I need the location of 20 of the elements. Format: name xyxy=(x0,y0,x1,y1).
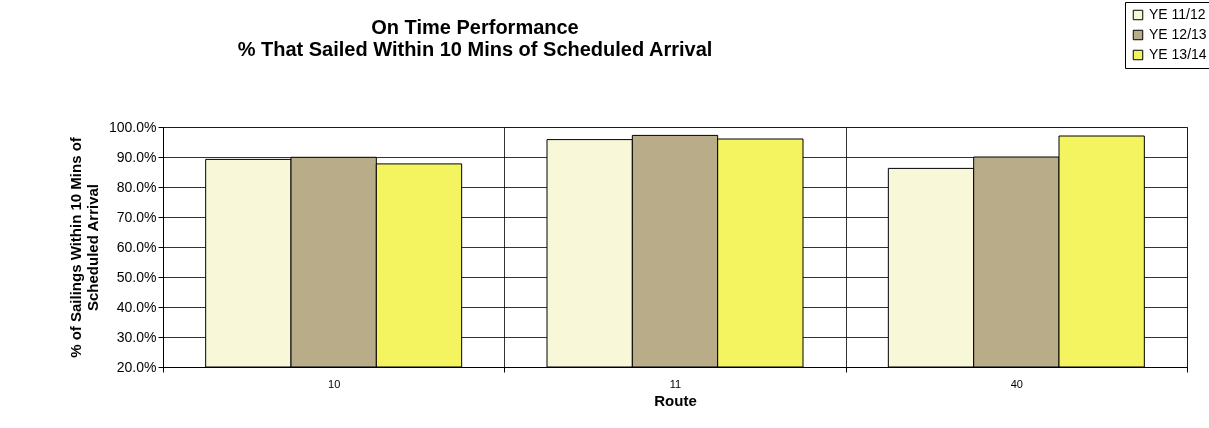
y-tick-label: 60.0% xyxy=(116,238,157,255)
legend-label: YE 12/13 xyxy=(1149,26,1207,42)
y-tick-label: 100.0% xyxy=(109,118,157,135)
x-axis-title: Route xyxy=(654,391,697,409)
x-tick-label: 10 xyxy=(328,377,341,390)
text: Scheduled Arrival xyxy=(84,184,102,311)
y-tick-label: 50.0% xyxy=(116,268,157,285)
text: % That Sailed Within 10 Mins of Scheduled Arrival xyxy=(237,37,713,60)
y-tick-label: 20.0% xyxy=(116,358,157,375)
text: % of Sailings Within 10 Mins of xyxy=(67,137,85,358)
x-tick-label: 40 xyxy=(1010,377,1023,390)
y-tick-label: 40.0% xyxy=(116,298,157,315)
y-tick-label: 80.0% xyxy=(116,178,157,195)
legend-label: YE 13/14 xyxy=(1149,46,1207,62)
y-tick-label: 30.0% xyxy=(116,328,157,345)
text: On Time Performance xyxy=(371,15,579,38)
y-tick-label: 70.0% xyxy=(116,208,157,225)
legend-label: YE 11/12 xyxy=(1149,6,1206,22)
y-tick-label: 90.0% xyxy=(116,148,157,165)
x-tick-label: 11 xyxy=(669,377,682,390)
